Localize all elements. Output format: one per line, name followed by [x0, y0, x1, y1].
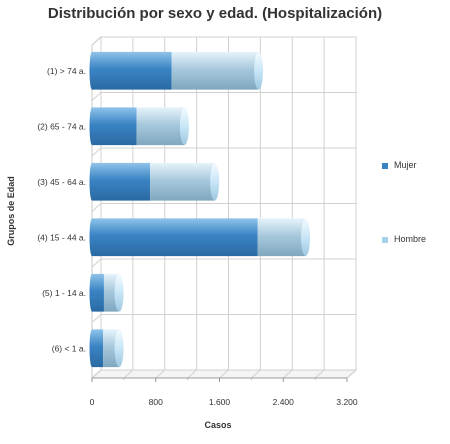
y-gridline-side: [91, 147, 102, 157]
bar-mujer: [92, 273, 104, 312]
bar-start-cap: [89, 107, 95, 146]
chart-title: Distribución por sexo y edad. (Hospitali…: [47, 5, 383, 22]
y-tick-label: (4) 15 - 44 a.: [37, 232, 86, 242]
bar-end-cap: [114, 273, 124, 312]
x-gridline-floor: [219, 369, 229, 379]
y-tick-label: (1) > 74 a.: [47, 66, 86, 76]
bar-mujer: [92, 107, 137, 146]
bar-end-cap: [301, 218, 311, 257]
y-tick-label: (5) 1 - 14 a.: [42, 288, 86, 298]
x-tick-label: 1.600: [209, 397, 231, 407]
bar-start-cap: [89, 273, 95, 312]
y-tick-label: (2) 65 - 74 a.: [37, 121, 86, 131]
x-tick-label: 3.200: [336, 397, 358, 407]
bar-mujer: [92, 51, 172, 90]
bar-hombre: [103, 329, 120, 368]
bar-mujer: [92, 218, 258, 257]
bar-end-cap: [179, 107, 189, 146]
bar-start-cap: [89, 329, 95, 368]
x-gridline-floor: [282, 369, 293, 379]
legend-label-mujer: Mujer: [394, 160, 417, 170]
legend-item-hombre[interactable]: Hombre: [382, 234, 426, 244]
x-gridline-floor: [155, 369, 166, 379]
bar-hombre: [136, 107, 185, 146]
bar-end-cap: [254, 51, 264, 90]
bar-start-cap: [89, 218, 95, 257]
legend-swatch-hombre: [382, 236, 388, 243]
legend-swatch-mujer: [382, 162, 388, 169]
bar-hombre: [171, 51, 259, 90]
bar-end-cap: [114, 329, 124, 368]
x-gridline-floor: [123, 369, 134, 379]
y-tick-label: (3) 45 - 64 a.: [37, 177, 86, 187]
x-axis-title: Casos: [204, 420, 231, 430]
bar-hombre: [257, 218, 306, 257]
bar-mujer: [92, 329, 104, 368]
y-gridline-side: [91, 36, 102, 46]
y-axis-title: Grupos de Edad: [6, 176, 16, 246]
bar-end-cap: [210, 162, 220, 201]
x-gridline-floor: [314, 369, 325, 379]
x-tick-label: 0: [90, 397, 95, 407]
y-gridline-side: [91, 92, 102, 101]
x-gridline-floor: [346, 369, 357, 379]
bar-start-cap: [89, 162, 95, 201]
legend-label-hombre: Hombre: [394, 234, 427, 244]
x-tick-label: 800: [149, 397, 163, 407]
legend-item-mujer[interactable]: Mujer: [382, 160, 417, 170]
y-gridline-side: [91, 369, 102, 379]
y-gridline-side: [91, 258, 102, 268]
bar-mujer: [92, 162, 151, 201]
x-tick-label: 2.400: [273, 397, 295, 407]
y-tick-label: (6) < 1 a.: [52, 343, 86, 353]
x-gridline-floor: [187, 369, 197, 379]
bar-hombre: [150, 162, 215, 201]
y-gridline-side: [91, 314, 102, 323]
bar-start-cap: [89, 51, 95, 90]
y-gridline-side: [91, 203, 102, 212]
x-gridline-floor: [251, 369, 261, 379]
